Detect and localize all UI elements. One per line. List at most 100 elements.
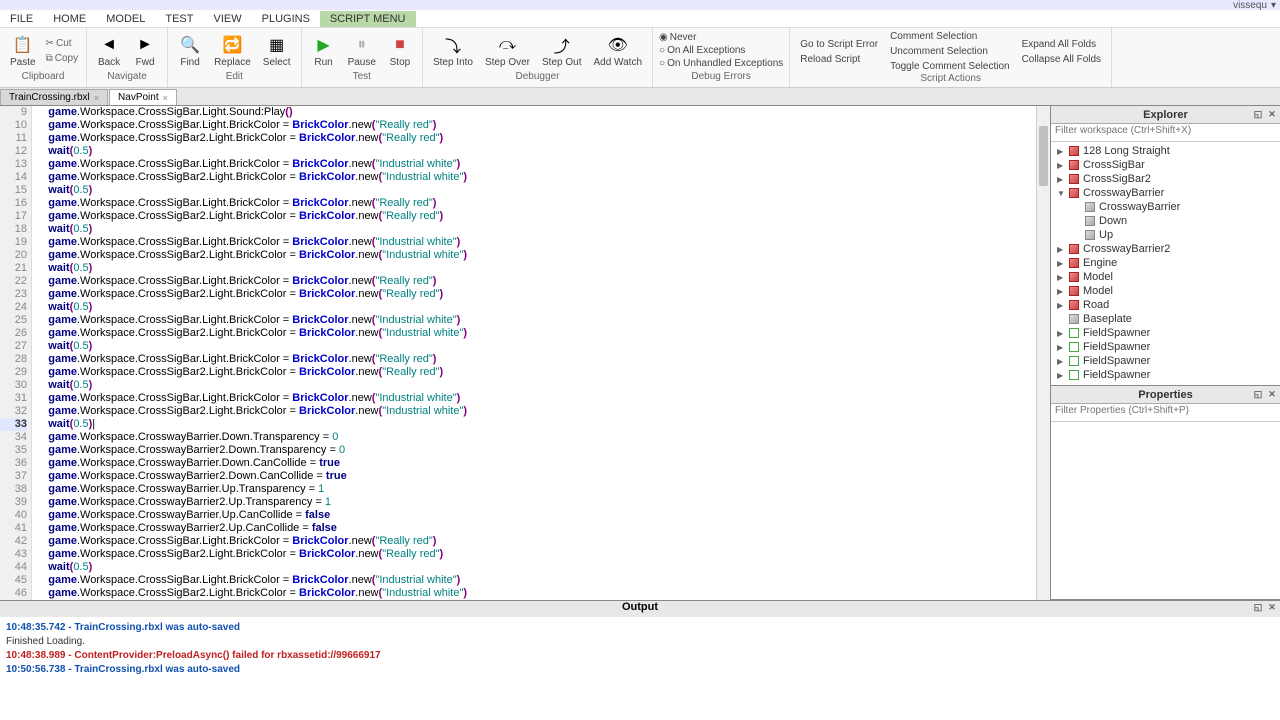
explorer-popout-icon[interactable]: ◱ — [1252, 109, 1264, 121]
code-line-14[interactable]: game.Workspace.CrossSigBar2.Light.BrickC… — [36, 171, 1036, 184]
output-popout-icon[interactable]: ◱ — [1252, 602, 1264, 614]
code-line-22[interactable]: game.Workspace.CrossSigBar.Light.BrickCo… — [36, 275, 1036, 288]
properties-popout-icon[interactable]: ◱ — [1252, 389, 1264, 401]
expand-folds-button[interactable]: Expand All Folds — [1018, 38, 1105, 51]
code-line-29[interactable]: game.Workspace.CrossSigBar2.Light.BrickC… — [36, 366, 1036, 379]
code-line-45[interactable]: game.Workspace.CrossSigBar.Light.BrickCo… — [36, 574, 1036, 587]
tree-item-crosswaybarrier[interactable]: CrosswayBarrier — [1051, 200, 1280, 214]
properties-filter[interactable] — [1051, 404, 1280, 422]
debug-error-radio-2[interactable]: ○ On Unhandled Exceptions — [659, 58, 783, 69]
code-line-10[interactable]: game.Workspace.CrossSigBar.Light.BrickCo… — [36, 119, 1036, 132]
goto-script-error-button[interactable]: Go to Script Error — [796, 38, 882, 51]
code-area[interactable]: game.Workspace.CrossSigBar.Light.Sound:P… — [32, 106, 1036, 600]
tree-item-fieldspawner[interactable]: ▶FieldSpawner — [1051, 354, 1280, 368]
uncomment-button[interactable]: Uncomment Selection — [886, 45, 1014, 58]
collapse-folds-button[interactable]: Collapse All Folds — [1018, 53, 1105, 66]
step-into-button[interactable]: ⤵Step Into — [429, 31, 477, 70]
code-line-11[interactable]: game.Workspace.CrossSigBar2.Light.BrickC… — [36, 132, 1036, 145]
tree-item-baseplate[interactable]: Baseplate — [1051, 312, 1280, 326]
explorer-filter-input[interactable] — [1055, 125, 1276, 136]
explorer-close-icon[interactable]: ✕ — [1266, 109, 1278, 121]
tree-item-down[interactable]: Down — [1051, 214, 1280, 228]
code-line-30[interactable]: wait(0.5) — [36, 379, 1036, 392]
code-line-42[interactable]: game.Workspace.CrossSigBar.Light.BrickCo… — [36, 535, 1036, 548]
debug-error-radio-0[interactable]: ◉ Never — [659, 32, 783, 43]
output-body[interactable]: 10:48:35.742 - TrainCrossing.rbxl was au… — [0, 617, 1280, 710]
tree-item-crosswaybarrier2[interactable]: ▶CrosswayBarrier2 — [1051, 242, 1280, 256]
code-editor[interactable]: 9101112131415161718192021222324252627282… — [0, 106, 1050, 600]
select-button[interactable]: ▦Select — [259, 31, 295, 70]
tree-item-crosswaybarrier[interactable]: ▼CrosswayBarrier — [1051, 186, 1280, 200]
code-line-39[interactable]: game.Workspace.CrosswayBarrier2.Up.Trans… — [36, 496, 1036, 509]
code-line-36[interactable]: game.Workspace.CrosswayBarrier.Down.CanC… — [36, 457, 1036, 470]
code-line-33[interactable]: wait(0.5)| — [36, 418, 1036, 431]
comment-button[interactable]: Comment Selection — [886, 30, 1014, 43]
tree-item-fieldspawner[interactable]: ▶FieldSpawner — [1051, 368, 1280, 382]
code-line-15[interactable]: wait(0.5) — [36, 184, 1036, 197]
menu-tab-script-menu[interactable]: SCRIPT MENU — [320, 11, 416, 27]
tree-item-model[interactable]: ▶Model — [1051, 284, 1280, 298]
tree-item-crosssigbar2[interactable]: ▶CrossSigBar2 — [1051, 172, 1280, 186]
menu-tab-view[interactable]: VIEW — [203, 11, 251, 27]
code-line-28[interactable]: game.Workspace.CrossSigBar.Light.BrickCo… — [36, 353, 1036, 366]
back-button[interactable]: ◄Back — [93, 31, 125, 70]
tree-item-engine[interactable]: ▶Engine — [1051, 256, 1280, 270]
properties-filter-input[interactable] — [1055, 405, 1276, 416]
code-line-23[interactable]: game.Workspace.CrossSigBar2.Light.BrickC… — [36, 288, 1036, 301]
code-line-21[interactable]: wait(0.5) — [36, 262, 1036, 275]
file-tab-close-icon[interactable]: × — [163, 93, 168, 103]
toggle-comment-button[interactable]: Toggle Comment Selection — [886, 60, 1014, 73]
code-line-46[interactable]: game.Workspace.CrossSigBar2.Light.BrickC… — [36, 587, 1036, 600]
debug-error-radio-1[interactable]: ○ On All Exceptions — [659, 45, 783, 56]
editor-scrollbar[interactable] — [1036, 106, 1050, 600]
file-tab-close-icon[interactable]: × — [94, 93, 99, 103]
code-line-41[interactable]: game.Workspace.CrosswayBarrier2.Up.CanCo… — [36, 522, 1036, 535]
code-line-17[interactable]: game.Workspace.CrossSigBar2.Light.BrickC… — [36, 210, 1036, 223]
tree-item-model[interactable]: ▶Model — [1051, 270, 1280, 284]
add-watch-button[interactable]: 👁Add Watch — [589, 31, 646, 70]
explorer-tree[interactable]: ▶128 Long Straight▶CrossSigBar▶CrossSigB… — [1051, 142, 1280, 385]
find-button[interactable]: 🔍Find — [174, 31, 206, 70]
code-line-9[interactable]: game.Workspace.CrossSigBar.Light.Sound:P… — [36, 106, 1036, 119]
tree-item-up[interactable]: Up — [1051, 228, 1280, 242]
code-line-32[interactable]: game.Workspace.CrossSigBar2.Light.BrickC… — [36, 405, 1036, 418]
code-line-44[interactable]: wait(0.5) — [36, 561, 1036, 574]
menu-tab-home[interactable]: HOME — [43, 11, 96, 27]
code-line-26[interactable]: game.Workspace.CrossSigBar2.Light.BrickC… — [36, 327, 1036, 340]
menu-tab-test[interactable]: TEST — [155, 11, 203, 27]
step-out-button[interactable]: ⤴Step Out — [538, 31, 585, 70]
step-over-button[interactable]: ⤼Step Over — [481, 31, 534, 70]
run-button[interactable]: ▶Run — [308, 31, 340, 70]
window-controls-icon[interactable]: ▾ — [1271, 0, 1276, 11]
code-line-12[interactable]: wait(0.5) — [36, 145, 1036, 158]
code-line-38[interactable]: game.Workspace.CrosswayBarrier.Up.Transp… — [36, 483, 1036, 496]
tree-item-fieldspawner[interactable]: ▶FieldSpawner — [1051, 340, 1280, 354]
fwd-button[interactable]: ►Fwd — [129, 31, 161, 70]
properties-close-icon[interactable]: ✕ — [1266, 389, 1278, 401]
code-line-19[interactable]: game.Workspace.CrossSigBar.Light.BrickCo… — [36, 236, 1036, 249]
output-close-icon[interactable]: ✕ — [1266, 602, 1278, 614]
pause-button[interactable]: ⏸Pause — [344, 31, 380, 70]
code-line-27[interactable]: wait(0.5) — [36, 340, 1036, 353]
code-line-34[interactable]: game.Workspace.CrosswayBarrier.Down.Tran… — [36, 431, 1036, 444]
reload-script-button[interactable]: Reload Script — [796, 53, 882, 66]
code-line-18[interactable]: wait(0.5) — [36, 223, 1036, 236]
paste-button[interactable]: 📋 Paste — [6, 31, 40, 70]
tree-item-road[interactable]: ▶Road — [1051, 298, 1280, 312]
code-line-40[interactable]: game.Workspace.CrosswayBarrier.Up.CanCol… — [36, 509, 1036, 522]
copy-button[interactable]: ⧉ Copy — [44, 52, 81, 65]
code-line-43[interactable]: game.Workspace.CrossSigBar2.Light.BrickC… — [36, 548, 1036, 561]
tree-item-fieldspawner[interactable]: ▶FieldSpawner — [1051, 326, 1280, 340]
menu-tab-file[interactable]: FILE — [0, 11, 43, 27]
cut-button[interactable]: ✂ Cut — [44, 37, 81, 50]
code-line-20[interactable]: game.Workspace.CrossSigBar2.Light.BrickC… — [36, 249, 1036, 262]
explorer-filter[interactable] — [1051, 124, 1280, 142]
code-line-16[interactable]: game.Workspace.CrossSigBar.Light.BrickCo… — [36, 197, 1036, 210]
code-line-24[interactable]: wait(0.5) — [36, 301, 1036, 314]
code-line-37[interactable]: game.Workspace.CrosswayBarrier2.Down.Can… — [36, 470, 1036, 483]
code-line-31[interactable]: game.Workspace.CrossSigBar.Light.BrickCo… — [36, 392, 1036, 405]
stop-button[interactable]: ■Stop — [384, 31, 416, 70]
file-tab-navpoint[interactable]: NavPoint × — [109, 89, 177, 105]
replace-button[interactable]: 🔁Replace — [210, 31, 255, 70]
code-line-25[interactable]: game.Workspace.CrossSigBar.Light.BrickCo… — [36, 314, 1036, 327]
